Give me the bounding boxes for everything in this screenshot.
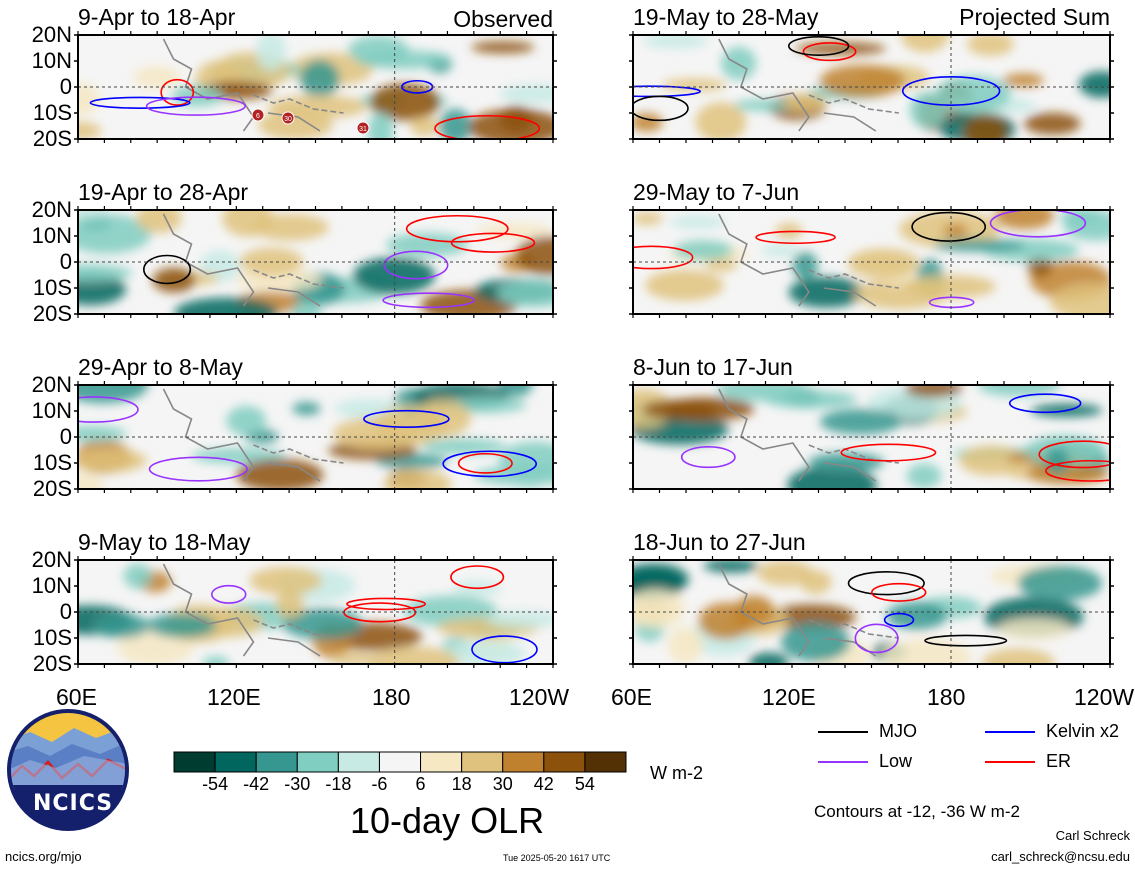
legend-label-mjo: MJO — [879, 721, 917, 741]
panel-title-2: 19-Apr to 28-Apr — [78, 179, 249, 205]
colorbar-swatch — [378, 751, 422, 773]
lat-label: 20N — [31, 372, 72, 397]
colorbar-swatch — [255, 751, 298, 773]
colorbar-swatch — [214, 751, 257, 773]
lat-label: 20N — [31, 22, 72, 47]
colorbar-tick-label: -30 — [284, 774, 311, 794]
legend-label-er: ER — [1046, 751, 1072, 771]
lon-label-120w: 120W — [509, 684, 570, 710]
author-email: carl_schreck@ncsu.edu — [991, 849, 1130, 864]
figure-title: 10-day OLR — [350, 800, 545, 841]
logo-text: NCICS — [33, 791, 114, 816]
author: Carl Schreck — [1055, 828, 1130, 843]
lat-label: 20S — [32, 651, 72, 676]
colorbar-tick-label: -42 — [243, 774, 270, 794]
lat-label: 10S — [32, 100, 72, 125]
lon-label-60e-right: 60E — [611, 684, 652, 710]
map-panel-7 — [629, 381, 1114, 493]
colorbar-tick-label: 42 — [533, 774, 554, 794]
panel-title-1: 9-Apr to 18-Apr — [78, 4, 236, 30]
map-panel-4 — [74, 556, 557, 668]
contour-legend — [818, 731, 1035, 763]
lon-label-180-right: 180 — [927, 684, 966, 710]
lat-label: 20S — [32, 301, 72, 326]
colorbar-tick-label: 6 — [415, 774, 426, 794]
legend-label-low: Low — [879, 751, 913, 771]
units-label: W m-2 — [650, 763, 703, 783]
colorbar — [173, 751, 627, 773]
map-panel-5 — [629, 31, 1114, 143]
panel-title-4: 9-May to 18-May — [78, 529, 251, 555]
lat-label: 20S — [32, 476, 72, 501]
map-panel-8 — [629, 556, 1114, 668]
colorbar-swatch — [173, 751, 216, 773]
timestamp: Tue 2025-05-20 1617 UTC — [503, 853, 611, 863]
map-panels: 6 30 31 — [74, 31, 1114, 668]
map-panel-1: 6 30 31 — [74, 31, 557, 143]
map-panel-3 — [74, 381, 557, 493]
colorbar-tick-label: 18 — [451, 774, 472, 794]
colorbar-swatch — [296, 751, 339, 773]
lon-label-120w-right: 120W — [1074, 684, 1135, 710]
panel-title-6: 29-May to 7-Jun — [633, 179, 800, 205]
lon-label-120e: 120E — [207, 684, 261, 710]
lat-label: 10N — [31, 398, 72, 423]
storm-marker: 6 — [251, 108, 265, 122]
contour-note: Contours at -12, -36 W m-2 — [814, 802, 1020, 821]
lat-label: 10S — [32, 450, 72, 475]
lat-label: 20S — [32, 126, 72, 151]
colorbar-swatch — [337, 751, 380, 773]
lat-label: 0 — [59, 249, 72, 274]
map-panel-6 — [629, 206, 1114, 318]
colorbar-tick-label: 30 — [492, 774, 513, 794]
lat-label: 10S — [32, 625, 72, 650]
colorbar-tick-label: -54 — [202, 774, 229, 794]
colorbar-swatch — [420, 751, 463, 773]
colorbar-swatch — [461, 751, 504, 773]
lon-label-120e-right: 120E — [762, 684, 816, 710]
lat-label: 0 — [59, 424, 72, 449]
panel-title-5: 19-May to 28-May — [633, 4, 819, 30]
lat-label: 10N — [31, 573, 72, 598]
storm-marker: 30 — [281, 111, 295, 125]
lat-label: 10N — [31, 223, 72, 248]
colorbar-swatch — [543, 751, 586, 773]
colorbar-swatch — [502, 751, 545, 773]
lon-label-60e: 60E — [56, 684, 97, 710]
colorbar-tick-label: 54 — [574, 774, 595, 794]
lat-label: 20N — [31, 197, 72, 222]
website-link[interactable]: ncics.org/mjo — [5, 849, 82, 864]
ncics-logo — [7, 709, 129, 831]
svg-text:31: 31 — [359, 126, 367, 133]
colorbar-tick-label: -6 — [371, 774, 388, 794]
lat-label: 10S — [32, 275, 72, 300]
legend-label-kelvin: Kelvin x2 — [1046, 721, 1120, 741]
lat-label: 10N — [31, 48, 72, 73]
panel-title-3: 29-Apr to 8-May — [78, 354, 243, 380]
panel-title-8: 18-Jun to 27-Jun — [633, 529, 806, 555]
colorbar-swatch — [584, 751, 627, 773]
lat-label: 0 — [59, 599, 72, 624]
panel-title-7: 8-Jun to 17-Jun — [633, 354, 793, 380]
svg-text:30: 30 — [284, 116, 292, 123]
map-panel-2 — [74, 206, 557, 318]
lat-label: 20N — [31, 547, 72, 572]
svg-text:6: 6 — [256, 113, 260, 120]
storm-marker: 31 — [356, 121, 370, 135]
colorbar-tick-label: -18 — [325, 774, 352, 794]
lat-label: 0 — [59, 74, 72, 99]
projected-label: Projected Sum — [959, 4, 1110, 30]
observed-label: Observed — [453, 6, 553, 32]
lon-label-180: 180 — [372, 684, 411, 710]
